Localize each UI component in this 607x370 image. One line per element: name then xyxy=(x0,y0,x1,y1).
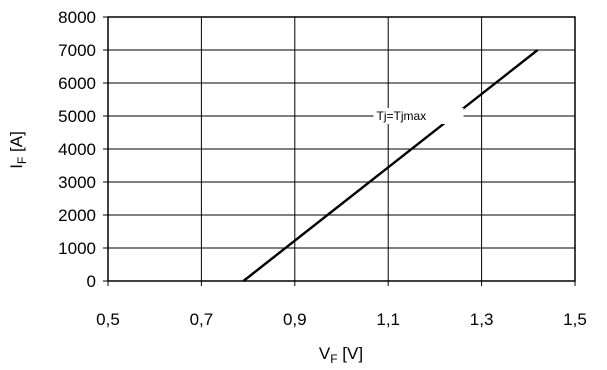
x-tick-label-4: 1,3 xyxy=(470,310,494,329)
y-tick-label-6: 6000 xyxy=(58,74,96,93)
x-tick-label-5: 1,5 xyxy=(563,310,587,329)
y-tick-label-7: 7000 xyxy=(58,41,96,60)
annotation-background-0 xyxy=(373,108,464,124)
series-line-0 xyxy=(242,49,539,282)
y-tick-label-2: 2000 xyxy=(58,206,96,225)
x-tick-label-1: 0,7 xyxy=(190,310,214,329)
x-axis-label: VF [V] xyxy=(319,344,363,365)
y-tick-label-3: 3000 xyxy=(58,173,96,192)
x-axis-label-main: V xyxy=(319,344,331,363)
y-axis-label-unit: [A] xyxy=(7,131,26,157)
y-tick-label-4: 4000 xyxy=(58,140,96,159)
y-tick-label-1: 1000 xyxy=(58,239,96,258)
y-tick-label-8: 8000 xyxy=(58,8,96,27)
x-axis-label-sub: F xyxy=(330,352,337,365)
x-tick-label-0: 0,5 xyxy=(96,310,120,329)
y-axis-label-sub: F xyxy=(15,157,29,164)
x-tick-label-2: 0,9 xyxy=(283,310,307,329)
y-tick-label-0: 0 xyxy=(87,272,96,291)
y-axis-label: IF [A] xyxy=(7,131,29,169)
y-axis-label-main: I xyxy=(7,164,26,169)
x-axis-label-unit: [V] xyxy=(338,344,364,363)
x-tick-label-3: 1,1 xyxy=(376,310,400,329)
annotation-layer: Tj=Tjmax xyxy=(373,108,464,124)
frame-layer xyxy=(103,16,576,286)
tick-label-layer: 0 1000 2000 3000 4000 5000 6000 7000 8000 0,5 0,7 0… xyxy=(58,8,587,329)
annotation-label-0: Tj=Tjmax xyxy=(377,109,427,123)
series-layer xyxy=(242,49,539,282)
y-tick-label-5: 5000 xyxy=(58,107,96,126)
